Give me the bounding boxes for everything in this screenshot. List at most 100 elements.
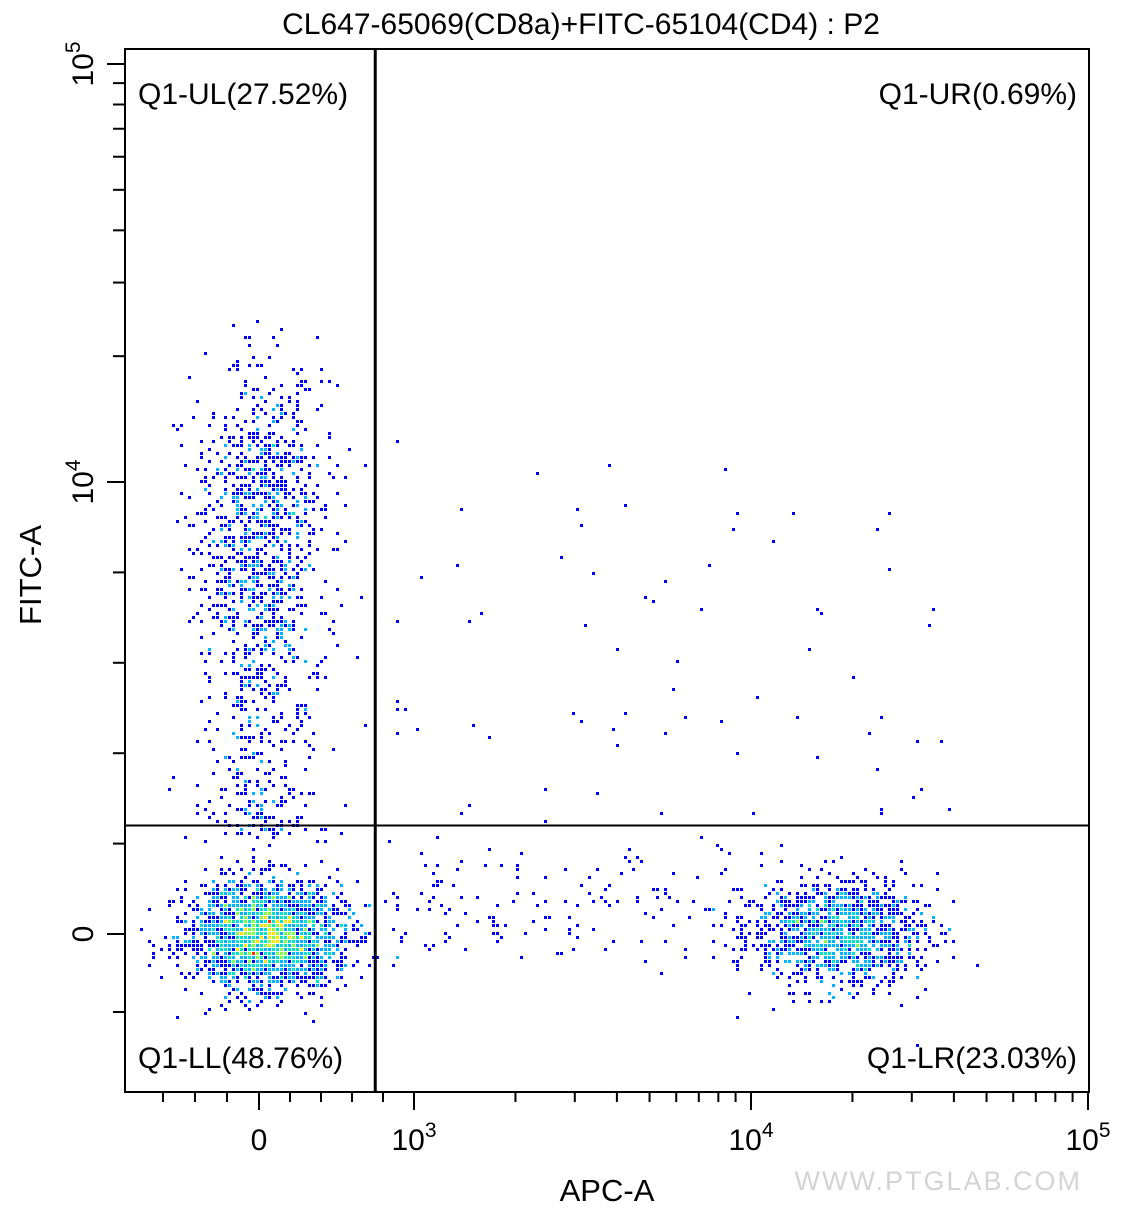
event-dot (828, 956, 831, 959)
event-dot (780, 972, 783, 975)
event-dot (220, 972, 223, 975)
event-dot (824, 904, 827, 907)
event-dot (276, 556, 279, 559)
event-dot (252, 936, 255, 939)
event-dot (240, 444, 243, 447)
event-dot (832, 896, 835, 899)
event-dot (848, 928, 851, 931)
event-dot (224, 488, 227, 491)
event-dot (844, 892, 847, 895)
event-dot (884, 932, 887, 935)
event-dot (240, 992, 243, 995)
event-dot (184, 932, 187, 935)
event-dot (180, 972, 183, 975)
event-dot (236, 968, 239, 971)
event-dot (788, 976, 791, 979)
event-dot (224, 444, 227, 447)
event-dot (252, 624, 255, 627)
event-dot (200, 568, 203, 571)
event-dot (304, 740, 307, 743)
event-dot (252, 396, 255, 399)
event-dot (284, 936, 287, 939)
event-dot (456, 924, 459, 927)
dot-layer (140, 320, 979, 1047)
event-dot (192, 576, 195, 579)
event-dot (252, 848, 255, 851)
event-dot (868, 948, 871, 951)
event-dot (232, 568, 235, 571)
event-dot (340, 604, 343, 607)
event-dot (860, 932, 863, 935)
event-dot (772, 904, 775, 907)
event-dot (344, 964, 347, 967)
event-dot (288, 652, 291, 655)
event-dot (344, 476, 347, 479)
event-dot (276, 672, 279, 675)
event-dot (248, 944, 251, 947)
event-dot (172, 776, 175, 779)
event-dot (252, 956, 255, 959)
event-dot (536, 472, 539, 475)
event-dot (224, 956, 227, 959)
event-dot (360, 924, 363, 927)
event-dot (804, 980, 807, 983)
event-dot (176, 948, 179, 951)
event-dot (820, 924, 823, 927)
event-dot (888, 980, 891, 983)
event-dot (256, 960, 259, 963)
event-dot (756, 932, 759, 935)
event-dot (284, 484, 287, 487)
event-dot (788, 940, 791, 943)
event-dot (312, 928, 315, 931)
event-dot (272, 444, 275, 447)
event-dot (292, 936, 295, 939)
event-dot (272, 976, 275, 979)
event-dot (772, 540, 775, 543)
event-dot (212, 900, 215, 903)
event-dot (308, 388, 311, 391)
event-dot (356, 656, 359, 659)
event-dot (240, 904, 243, 907)
event-dot (772, 948, 775, 951)
event-dot (292, 972, 295, 975)
event-dot (268, 980, 271, 983)
event-dot (260, 452, 263, 455)
event-dot (872, 944, 875, 947)
event-dot (224, 620, 227, 623)
event-dot (784, 932, 787, 935)
event-dot (280, 576, 283, 579)
event-dot (220, 460, 223, 463)
event-dot (880, 912, 883, 915)
event-dot (816, 888, 819, 891)
event-dot (780, 844, 783, 847)
event-dot (268, 492, 271, 495)
event-dot (240, 492, 243, 495)
event-dot (312, 492, 315, 495)
event-dot (232, 988, 235, 991)
event-dot (952, 956, 955, 959)
event-dot (712, 924, 715, 927)
event-dot (200, 992, 203, 995)
event-dot (216, 612, 219, 615)
event-dot (308, 948, 311, 951)
event-dot (272, 880, 275, 883)
event-dot (244, 908, 247, 911)
event-dot (192, 524, 195, 527)
event-dot (768, 952, 771, 955)
event-dot (328, 876, 331, 879)
event-dot (216, 580, 219, 583)
event-dot (288, 648, 291, 651)
event-dot (304, 628, 307, 631)
event-dot (280, 396, 283, 399)
event-dot (852, 968, 855, 971)
event-dot (284, 452, 287, 455)
event-dot (320, 368, 323, 371)
event-dot (900, 960, 903, 963)
event-dot (248, 964, 251, 967)
event-dot (920, 884, 923, 887)
event-dot (796, 952, 799, 955)
event-dot (224, 1008, 227, 1011)
event-dot (280, 488, 283, 491)
event-dot (264, 532, 267, 535)
event-dot (280, 968, 283, 971)
